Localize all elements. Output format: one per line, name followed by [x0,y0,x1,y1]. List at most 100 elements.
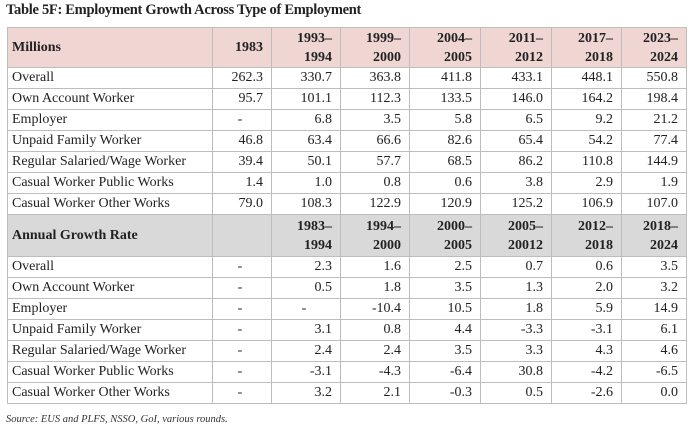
cell-value: 411.8 [409,67,481,89]
table-row: Overall 262.3 330.7 363.8 411.8 433.1 448.1 550… [7,67,687,89]
cell-value: 4.3 [551,340,622,362]
cell-value: 112.3 [340,88,410,110]
cell-value: 3.5 [340,109,410,131]
cell-value: 122.9 [340,193,410,215]
table-row: Casual Worker Other Works 79.0 108.3 122.9 1… [7,193,687,215]
cell-value: 6.5 [480,109,552,131]
cell-value: 2.0 [551,277,622,299]
cell-value: 3.2 [621,277,687,299]
column-header [212,214,272,257]
cell-value: - [212,361,272,383]
table-row: Unpaid Family Worker -3.1 0.8 4.4 -3.3 -3.1 6.… [7,319,687,341]
cell-value: 21.2 [621,109,687,131]
cell-value: -0.3 [409,382,481,404]
row-label: Casual Worker Public Works [7,361,213,383]
cell-value: -2.6 [551,382,622,404]
cell-value: 5.8 [409,109,481,131]
row-label: Unpaid Family Worker [7,319,213,341]
cell-value: 3.1 [271,319,341,341]
cell-value: 57.7 [340,151,410,173]
row-label: Overall [7,256,213,278]
column-header: 2018– 2024 [621,214,687,257]
cell-value: - [212,109,272,131]
cell-value: 0.6 [409,172,481,194]
source-note: Source: EUS and PLFS, NSSO, GoI, various… [6,414,228,425]
cell-value: 198.4 [621,88,687,110]
column-header: 2017– 2018 [551,27,622,68]
cell-value: 107.0 [621,193,687,215]
cell-value: 330.7 [271,67,341,89]
employment-table: Millions 1983 1993– 1994 1999– 2000 2004– 2005 2… [7,27,687,404]
table-row: Casual Worker Public Works - -3.1 -4.3 -6.4 3… [7,361,687,383]
table-row: Employer - - -10.4 10.5 1.8 5.9 14.9 [7,298,687,320]
cell-value: 4.4 [409,319,481,341]
cell-value: 14.9 [621,298,687,320]
cell-value: 54.2 [551,130,622,152]
cell-value: 2.3 [271,256,341,278]
cell-value: 4.6 [621,340,687,362]
growth-header-row: Annual Growth Rate 1983– 1994 1994– 2000 2000… [7,214,687,257]
cell-value: 10.5 [409,298,481,320]
cell-value: 95.7 [212,88,272,110]
cell-value: 125.2 [480,193,552,215]
cell-value: -3.3 [480,319,552,341]
cell-value: 39.4 [212,151,272,173]
cell-value: - [212,298,272,320]
cell-value: 120.9 [409,193,481,215]
cell-value: 50.1 [271,151,341,173]
table-row: Overall -2.3 1.6 2.5 0.7 0.6 3.5 [7,256,687,278]
column-header: 1993– 1994 [271,27,341,68]
cell-value: 0.6 [551,256,622,278]
table-row: Own Account Worker -0.5 1.8 3.5 1.3 2.0 3.2 [7,277,687,299]
cell-value: 82.6 [409,130,481,152]
cell-value: 1.4 [212,172,272,194]
cell-value: 146.0 [480,88,552,110]
row-label: Casual Worker Other Works [7,193,213,215]
row-label: Casual Worker Other Works [7,382,213,404]
cell-value: - [212,319,272,341]
column-header: 1999– 2000 [340,27,410,68]
cell-value: - [212,277,272,299]
cell-value: 86.2 [480,151,552,173]
column-header: 2000– 2005 [409,214,481,257]
cell-value: 0.8 [340,319,410,341]
cell-value: 106.9 [551,193,622,215]
cell-value: 66.6 [340,130,410,152]
cell-value: 3.8 [480,172,552,194]
cell-value: 3.2 [271,382,341,404]
column-header: 2005– 20012 [480,214,552,257]
cell-value: 63.4 [271,130,341,152]
cell-value: -4.2 [551,361,622,383]
cell-value: 262.3 [212,67,272,89]
table-row: Regular Salaried/Wage Worker 39.4 50.1 57.7… [7,151,687,173]
cell-value: 144.9 [621,151,687,173]
table-row: Regular Salaried/Wage Worker -2.4 2.4 3.5 3.… [7,340,687,362]
cell-value: 101.1 [271,88,341,110]
cell-value: 108.3 [271,193,341,215]
row-label: Regular Salaried/Wage Worker [7,151,213,173]
cell-value: -4.3 [340,361,410,383]
cell-value: 2.4 [340,340,410,362]
row-label: Overall [7,67,213,89]
cell-value: 2.5 [409,256,481,278]
cell-value: 1.8 [480,298,552,320]
cell-value: 3.3 [480,340,552,362]
cell-value: - [212,382,272,404]
table-row: Casual Worker Public Works 1.4 1.0 0.8 0.6 3.… [7,172,687,194]
cell-value: 433.1 [480,67,552,89]
cell-value: 164.2 [551,88,622,110]
cell-value: 448.1 [551,67,622,89]
cell-value: 0.5 [271,277,341,299]
row-label: Own Account Worker [7,277,213,299]
row-label: Unpaid Family Worker [7,130,213,152]
column-header: 2004– 2005 [409,27,481,68]
cell-value: 3.5 [409,340,481,362]
cell-value: 0.8 [340,172,410,194]
column-header: 2011– 2012 [480,27,552,68]
column-header: 1983 [212,27,272,68]
cell-value: -3.1 [551,319,622,341]
cell-value: 30.8 [480,361,552,383]
cell-value: 9.2 [551,109,622,131]
cell-value: 110.8 [551,151,622,173]
row-label: Regular Salaried/Wage Worker [7,340,213,362]
